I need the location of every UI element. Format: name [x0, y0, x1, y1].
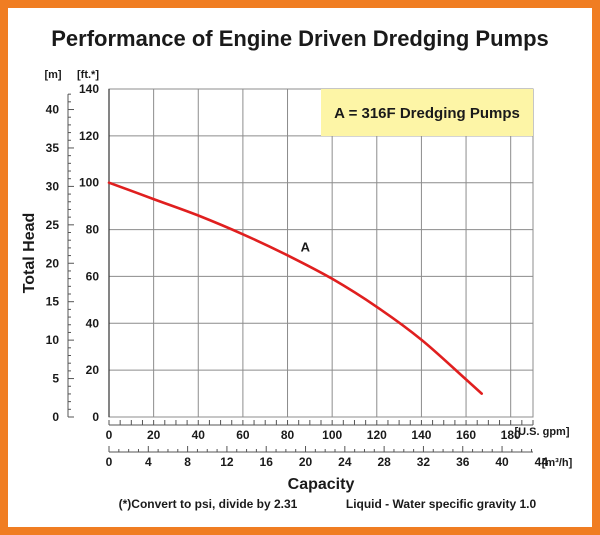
y-m-minor-ticks — [67, 93, 74, 418]
x-m3h-axis: 0 4 8 12 16 20 24 28 32 36 40 44 — [106, 446, 549, 469]
x-m3h-tick-label: 4 — [145, 455, 152, 469]
x-axis-label: Capacity — [288, 476, 355, 493]
x-m3h-tick-label: 32 — [417, 455, 431, 469]
x-m3h-tick-label: 40 — [495, 455, 509, 469]
legend-box — [321, 89, 533, 136]
legend: A = 316F Dredging Pumps — [321, 89, 533, 136]
y-axis-label: Total Head — [21, 213, 38, 294]
y-m-tick-labels: 0 5 10 15 20 25 30 35 40 — [46, 103, 60, 424]
x-gpm-tick-label: 100 — [322, 428, 342, 442]
y-ft-tick-label: 120 — [79, 129, 99, 143]
footnote-convert: (*)Convert to psi, divide by 2.31 — [119, 497, 298, 511]
x-gpm-unit: [U.S. gpm] — [515, 426, 570, 438]
y-ft-tick-label: 40 — [86, 316, 100, 330]
x-gpm-tick-label: 40 — [192, 428, 206, 442]
y-ft-tick-label: 0 — [92, 410, 99, 424]
x-m3h-tick-label: 12 — [220, 455, 234, 469]
x-gpm-tick-label: 0 — [106, 428, 113, 442]
y-ft-unit: [ft.*] — [77, 69, 99, 81]
x-gpm-tick-label: 160 — [456, 428, 476, 442]
x-m3h-tick-label: 8 — [184, 455, 191, 469]
series-a-label: A — [301, 239, 311, 254]
x-m3h-unit: [m³/h] — [542, 457, 573, 469]
x-gpm-tick-label: 120 — [367, 428, 387, 442]
x-m3h-tick-label: 20 — [299, 455, 313, 469]
y-ft-tick-label: 80 — [86, 223, 100, 237]
x-m3h-tick-label: 0 — [106, 455, 113, 469]
x-m3h-tick-label: 16 — [260, 455, 274, 469]
y-m-unit: [m] — [44, 69, 61, 81]
plot-area — [108, 88, 534, 418]
y-ft-tick-label: 100 — [79, 176, 99, 190]
x-gpm-tick-label: 20 — [147, 428, 161, 442]
x-gpm-axis: 0 20 40 60 80 100 120 140 160 180 — [106, 420, 534, 442]
y-m-tick-label: 40 — [46, 103, 60, 117]
y-m-tick-label: 35 — [46, 141, 60, 155]
y-m-tick-label: 30 — [46, 179, 60, 193]
y-m-tick-label: 5 — [52, 372, 59, 386]
x-gpm-tick-label: 80 — [281, 428, 295, 442]
y-ft-tick-label: 20 — [86, 363, 100, 377]
y-m-tick-label: 20 — [46, 256, 60, 270]
x-gpm-tick-label: 180 — [501, 428, 521, 442]
x-m3h-tick-label: 28 — [377, 455, 391, 469]
x-m3h-tick-label: 36 — [456, 455, 470, 469]
legend-text: A = 316F Dredging Pumps — [334, 105, 520, 122]
x-m3h-tick-label: 44 — [535, 455, 549, 469]
y-m-tick-label: 15 — [46, 295, 60, 309]
y-ft-tick-labels: 0 20 40 60 80 100 120 140 — [79, 82, 99, 424]
y-m-tick-label: 0 — [52, 410, 59, 424]
chart-title: Performance of Engine Driven Dredging Pu… — [51, 26, 549, 51]
x-m3h-tick-label: 24 — [338, 455, 352, 469]
y-m-tick-label: 10 — [46, 333, 60, 347]
y-ft-tick-label: 140 — [79, 82, 99, 96]
series-a-line — [107, 181, 483, 395]
y-m-tick-label: 25 — [46, 218, 60, 232]
footnote-liquid: Liquid - Water specific gravity 1.0 — [346, 497, 537, 511]
grid — [108, 88, 534, 418]
x-gpm-tick-label: 140 — [411, 428, 431, 442]
x-gpm-tick-label: 60 — [236, 428, 250, 442]
y-ft-tick-label: 60 — [86, 269, 100, 283]
